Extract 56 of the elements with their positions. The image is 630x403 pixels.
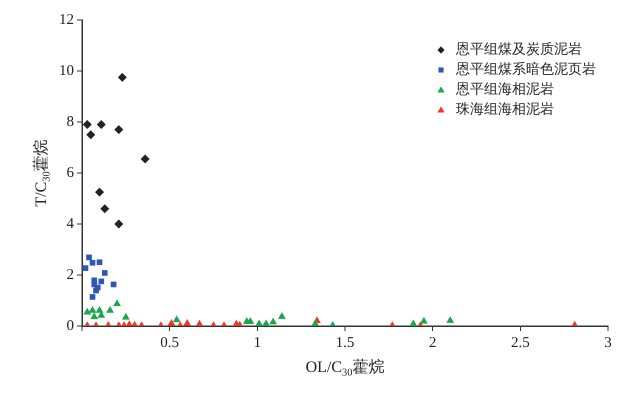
- point: [90, 312, 98, 320]
- point: [113, 299, 121, 306]
- point: [140, 154, 150, 164]
- x-tick-label: 1.5: [336, 334, 354, 351]
- y-tick-label: 12: [59, 12, 74, 28]
- point: [114, 220, 124, 228]
- point: [93, 288, 99, 294]
- point: [88, 306, 96, 313]
- point: [446, 316, 454, 323]
- y-tick-label: 6: [66, 164, 74, 181]
- legend-label: 珠海组海相泥岩: [456, 102, 554, 118]
- point: [86, 130, 96, 140]
- point: [420, 316, 428, 324]
- point: [83, 308, 92, 314]
- legend-label: 恩平组煤及炭质泥岩: [455, 42, 582, 58]
- point: [82, 120, 92, 130]
- x-tick-label: 2.5: [510, 334, 530, 351]
- legend-label: 恩平组海相泥岩: [455, 82, 554, 98]
- point: [98, 278, 104, 284]
- point: [100, 204, 110, 214]
- y-tick-label: 4: [66, 216, 74, 232]
- point: [95, 188, 104, 197]
- point: [106, 306, 114, 313]
- y-tick-label: 2: [66, 266, 74, 283]
- point: [278, 312, 286, 319]
- point: [255, 319, 263, 326]
- point: [90, 294, 96, 300]
- point: [262, 319, 270, 326]
- point: [122, 312, 130, 320]
- x-tick-label: 1: [254, 334, 262, 351]
- point: [82, 265, 88, 271]
- point: [114, 125, 124, 134]
- point: [246, 317, 254, 324]
- point: [110, 282, 116, 288]
- point: [183, 318, 192, 326]
- point: [90, 260, 96, 266]
- point: [196, 320, 204, 326]
- point: [118, 72, 127, 82]
- point: [96, 120, 106, 130]
- point: [86, 254, 92, 260]
- point: [172, 315, 181, 322]
- y-axis-title: T/C30藿烷: [32, 139, 53, 207]
- point: [269, 318, 278, 324]
- point: [311, 319, 320, 326]
- x-tick-label: 0.5: [160, 334, 180, 351]
- y-tick-label: 0: [66, 318, 74, 334]
- y-tick-label: 8: [66, 114, 74, 130]
- point: [96, 259, 102, 266]
- x-tick-label: 2: [428, 334, 436, 351]
- point: [168, 318, 176, 326]
- point: [96, 306, 104, 313]
- legend-label: 恩平组煤系暗色泥页岩: [455, 62, 596, 78]
- point: [102, 270, 108, 276]
- x-tick-label: 3: [604, 334, 612, 351]
- point: [409, 319, 418, 326]
- y-tick-label: 10: [59, 62, 74, 79]
